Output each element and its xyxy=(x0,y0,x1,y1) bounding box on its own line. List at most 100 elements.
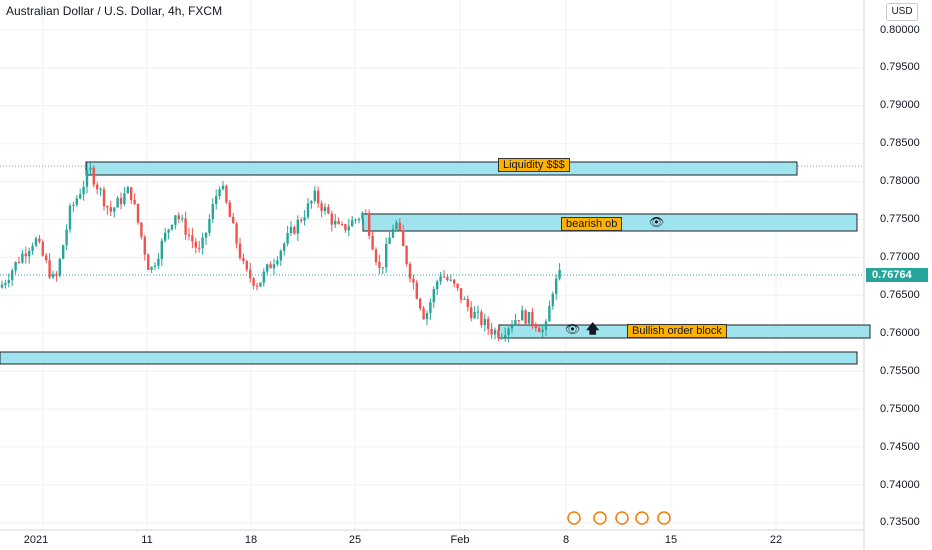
candle-body xyxy=(493,330,497,335)
candle-body xyxy=(130,187,133,200)
candle-body xyxy=(170,224,174,230)
candle-body xyxy=(99,189,102,191)
candle-body xyxy=(150,266,153,271)
candle-body xyxy=(371,235,374,250)
candle-body xyxy=(463,298,466,300)
candle-body xyxy=(415,282,418,299)
candle-body xyxy=(232,216,235,224)
candle-body xyxy=(544,321,548,330)
currency-button[interactable]: USD xyxy=(886,3,918,21)
candle-body xyxy=(551,293,554,306)
candle-body xyxy=(4,283,7,285)
candle-body xyxy=(28,250,31,257)
candle-body xyxy=(538,327,541,333)
candle-body xyxy=(419,298,422,309)
candle-body xyxy=(398,222,401,231)
candle-body xyxy=(228,202,231,217)
candle-body xyxy=(480,311,483,325)
candle-body xyxy=(391,229,395,238)
candle-body xyxy=(21,253,24,263)
candle-body xyxy=(405,246,408,265)
price-label: 0.74000 xyxy=(880,479,920,491)
candle-body xyxy=(92,167,95,185)
eye-icon[interactable]: 👁 xyxy=(649,215,665,229)
candle-body xyxy=(109,207,112,212)
candle-body xyxy=(449,279,452,281)
candle-body xyxy=(51,274,55,278)
candle-body xyxy=(136,203,140,223)
candle-body xyxy=(191,235,194,242)
candle-body xyxy=(432,289,435,303)
liquidity-zone-label[interactable]: Liquidity $$$ xyxy=(498,158,570,172)
candle-body xyxy=(116,197,119,208)
candle-body xyxy=(340,223,344,225)
bearish-ob-label[interactable]: bearish ob xyxy=(561,217,623,231)
candle-body xyxy=(303,217,306,221)
candle-body xyxy=(514,320,517,326)
candle-body xyxy=(425,313,429,320)
candle-body xyxy=(184,218,187,235)
candle-body xyxy=(517,320,520,322)
candle-body xyxy=(320,203,323,211)
candle-body xyxy=(106,206,109,208)
candle-body xyxy=(211,204,214,220)
economic-event-marker xyxy=(593,511,607,525)
time-label: 25 xyxy=(348,534,362,546)
candle-body xyxy=(198,247,201,249)
candle-body xyxy=(422,308,425,320)
arrow-up-icon[interactable]: 🡅 xyxy=(586,321,600,336)
candle-body xyxy=(442,276,446,278)
candle-body xyxy=(283,243,286,251)
price-label: 0.75500 xyxy=(880,365,920,377)
candle-body xyxy=(58,258,61,276)
candle-body xyxy=(402,230,405,247)
time-label: Feb xyxy=(450,534,470,546)
candle-body xyxy=(140,222,143,237)
price-label: 0.77500 xyxy=(880,213,920,225)
candle-body xyxy=(395,222,398,230)
candle-body xyxy=(7,280,10,284)
candle-body xyxy=(524,310,527,324)
time-label: 8 xyxy=(562,534,570,546)
candle-body xyxy=(133,199,136,204)
support-zone xyxy=(0,351,858,365)
candle-body xyxy=(174,215,177,225)
price-label: 0.78500 xyxy=(880,137,920,149)
candle-body xyxy=(215,196,218,205)
candle-body xyxy=(357,219,361,221)
candle-body xyxy=(374,249,378,263)
candle-body xyxy=(381,267,384,269)
candle-body xyxy=(208,219,211,233)
price-label: 0.79500 xyxy=(880,61,920,73)
price-label: 0.76500 xyxy=(880,289,920,301)
candle-body xyxy=(85,170,89,187)
candle-body xyxy=(276,260,279,265)
candle-body xyxy=(72,204,75,206)
time-label: 22 xyxy=(769,534,783,546)
candle-body xyxy=(259,282,262,287)
candle-body xyxy=(11,270,14,281)
candle-body xyxy=(242,258,245,262)
candle-body xyxy=(541,329,544,333)
candle-body xyxy=(157,258,160,266)
candle-body xyxy=(354,219,357,221)
candle-body xyxy=(453,279,456,284)
candle-body xyxy=(483,318,486,325)
candle-body xyxy=(310,201,313,204)
candle-body xyxy=(286,233,289,244)
candle-body xyxy=(96,184,99,190)
bullish-order-block-label[interactable]: Bullish order block xyxy=(627,324,727,338)
candle-body xyxy=(361,212,364,220)
candle-body xyxy=(218,189,221,197)
candle-body xyxy=(82,186,85,195)
candle-body xyxy=(153,265,157,267)
candle-body xyxy=(408,264,412,279)
candle-body xyxy=(323,207,327,211)
candle-body xyxy=(490,328,493,335)
candle-body xyxy=(364,212,367,214)
candle-body xyxy=(507,328,510,336)
candle-body xyxy=(225,185,228,203)
eye-icon[interactable]: 👁 xyxy=(565,322,581,336)
candle-body xyxy=(510,325,514,329)
